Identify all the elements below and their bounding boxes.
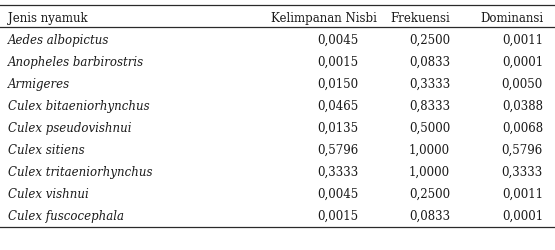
Text: 0,0150: 0,0150 — [317, 77, 358, 90]
Text: Culex sitiens: Culex sitiens — [8, 143, 84, 156]
Text: Culex bitaeniorhynchus: Culex bitaeniorhynchus — [8, 99, 150, 112]
Text: 0,5796: 0,5796 — [502, 143, 543, 156]
Text: 1,0000: 1,0000 — [409, 165, 450, 178]
Text: 0,0001: 0,0001 — [502, 209, 543, 222]
Text: Anopheles barbirostris: Anopheles barbirostris — [8, 56, 144, 68]
Text: 0,5796: 0,5796 — [317, 143, 358, 156]
Text: 0,0001: 0,0001 — [502, 56, 543, 68]
Text: 0,0833: 0,0833 — [409, 56, 450, 68]
Text: 0,2500: 0,2500 — [409, 187, 450, 200]
Text: Culex fuscocephala: Culex fuscocephala — [8, 209, 124, 222]
Text: Culex vishnui: Culex vishnui — [8, 187, 89, 200]
Text: 0,0833: 0,0833 — [409, 209, 450, 222]
Text: 0,0045: 0,0045 — [317, 187, 358, 200]
Text: 0,0068: 0,0068 — [502, 121, 543, 134]
Text: 0,0050: 0,0050 — [502, 77, 543, 90]
Text: Culex tritaeniorhynchus: Culex tritaeniorhynchus — [8, 165, 153, 178]
Text: Frekuensi: Frekuensi — [390, 12, 450, 24]
Text: 0,8333: 0,8333 — [409, 99, 450, 112]
Text: 0,0015: 0,0015 — [317, 209, 358, 222]
Text: 1,0000: 1,0000 — [409, 143, 450, 156]
Text: 0,3333: 0,3333 — [408, 77, 450, 90]
Text: 0,0465: 0,0465 — [317, 99, 358, 112]
Text: Dominansi: Dominansi — [480, 12, 543, 24]
Text: 0,0135: 0,0135 — [317, 121, 358, 134]
Text: Kelimpanan Nisbi: Kelimpanan Nisbi — [271, 12, 377, 24]
Text: Aedes albopictus: Aedes albopictus — [8, 34, 109, 46]
Text: 0,2500: 0,2500 — [409, 34, 450, 46]
Text: 0,5000: 0,5000 — [408, 121, 450, 134]
Text: Culex pseudovishnui: Culex pseudovishnui — [8, 121, 132, 134]
Text: 0,0388: 0,0388 — [502, 99, 543, 112]
Text: 0,0045: 0,0045 — [317, 34, 358, 46]
Text: 0,0011: 0,0011 — [502, 34, 543, 46]
Text: 0,3333: 0,3333 — [317, 165, 358, 178]
Text: 0,3333: 0,3333 — [502, 165, 543, 178]
Text: 0,0011: 0,0011 — [502, 187, 543, 200]
Text: Armigeres: Armigeres — [8, 77, 70, 90]
Text: 0,0015: 0,0015 — [317, 56, 358, 68]
Text: Jenis nyamuk: Jenis nyamuk — [8, 12, 88, 24]
